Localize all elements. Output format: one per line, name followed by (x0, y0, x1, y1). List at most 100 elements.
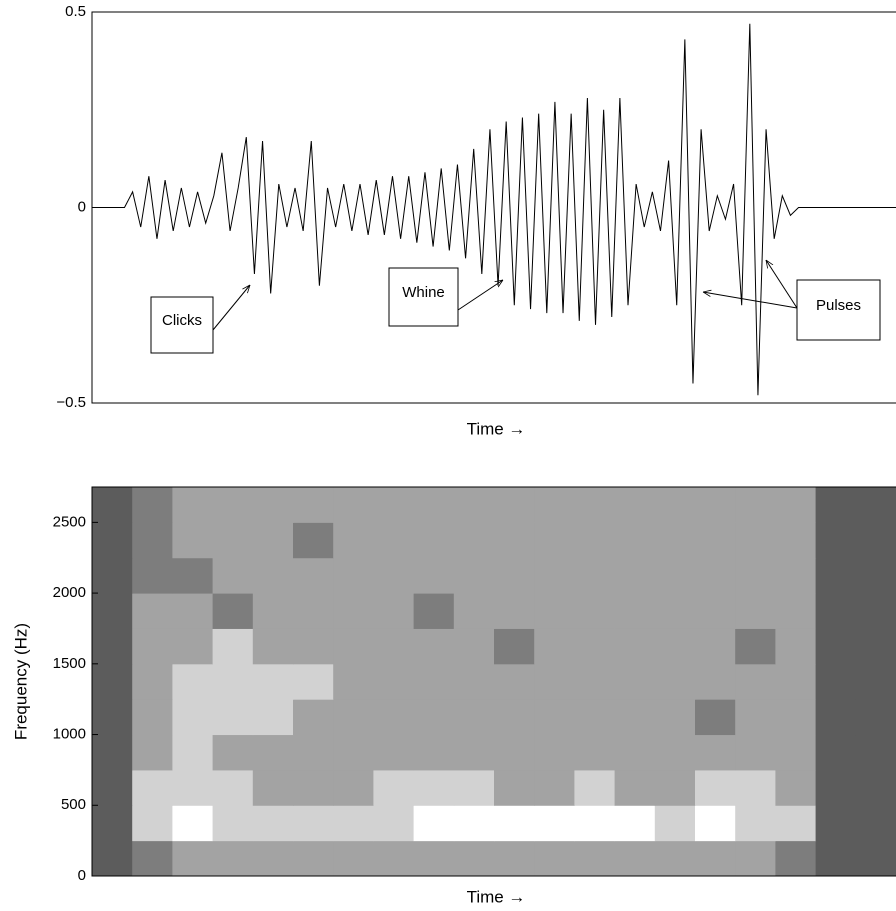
heat-cell (815, 628, 857, 665)
heat-cell (172, 628, 214, 665)
heat-cell (293, 840, 334, 877)
heat-cell (494, 663, 535, 700)
y-tick-label: 1000 (53, 726, 86, 743)
heat-cell (373, 663, 415, 700)
heat-cell (373, 699, 415, 736)
heat-cell (574, 628, 616, 665)
heat-cell (293, 663, 334, 700)
heat-cell (695, 734, 736, 771)
annotation-box (796, 279, 881, 341)
heat-cell (534, 805, 575, 842)
heat-cell (735, 628, 776, 665)
heat-cell (132, 487, 173, 523)
heat-cell (654, 840, 696, 877)
heat-cell (654, 522, 696, 559)
heat-cell (855, 628, 896, 665)
heat-cell (92, 522, 133, 559)
heat-cell (815, 734, 857, 771)
heat-cell (132, 663, 173, 700)
heat-cell (494, 699, 535, 736)
heat-cell (172, 769, 214, 806)
heat-cell (775, 663, 817, 700)
heat-cell (614, 663, 656, 700)
heat-cell (132, 699, 173, 736)
heat-cell (815, 699, 857, 736)
heat-cell (92, 840, 133, 877)
heat-cell (212, 593, 254, 629)
heat-cell (413, 628, 455, 665)
y-axis-label: Frequency (Hz) (11, 623, 30, 740)
arrow (457, 280, 503, 311)
heat-cell (574, 805, 616, 842)
heat-cell (252, 769, 294, 806)
heat-cell (695, 840, 736, 877)
heat-cell (293, 734, 334, 771)
heat-cell (413, 593, 455, 629)
arrow (212, 285, 250, 331)
heat-cell (373, 487, 415, 523)
heat-cell (735, 593, 776, 629)
heat-cell (212, 699, 254, 736)
heat-cell (614, 734, 656, 771)
heat-cell (132, 769, 173, 806)
heat-cell (695, 628, 736, 665)
heat-cell (413, 663, 455, 700)
annotation: Pulses (816, 297, 861, 314)
heat-cell (815, 487, 857, 523)
heat-cell (494, 840, 535, 877)
heat-cell (333, 769, 374, 806)
heat-cell (212, 663, 254, 700)
heat-cell (333, 805, 374, 842)
heat-cell (574, 840, 616, 877)
heat-cell (132, 734, 173, 771)
heat-cell (855, 557, 896, 594)
heat-cell (92, 663, 133, 700)
heat-cell (212, 557, 254, 594)
heat-cell (453, 663, 495, 700)
annotation-box (150, 296, 214, 354)
heat-cell (574, 522, 616, 559)
heat-cell (815, 522, 857, 559)
heat-cell (92, 628, 133, 665)
heat-cell (252, 487, 294, 523)
heat-cell (333, 593, 374, 629)
heat-cell (775, 840, 817, 877)
heat-cell (815, 840, 857, 877)
heat-cell (534, 593, 575, 629)
heat-cell (132, 557, 173, 594)
heat-cell (815, 663, 857, 700)
heat-cell (855, 487, 896, 523)
heat-cell (453, 805, 495, 842)
heat-cell (494, 487, 535, 523)
waveform (92, 23, 896, 396)
heat-cell (534, 522, 575, 559)
heat-cell (775, 487, 817, 523)
y-tick-label: −0.5 (56, 394, 86, 411)
heat-cell (453, 593, 495, 629)
heat-cell (212, 487, 254, 523)
heat-cell (293, 628, 334, 665)
heat-cell (92, 593, 133, 629)
heat-cell (252, 805, 294, 842)
heat-cell (373, 522, 415, 559)
heat-cell (252, 663, 294, 700)
heat-cell (333, 628, 374, 665)
heat-cell (654, 557, 696, 594)
heat-cell (735, 840, 776, 877)
annotation-box (388, 267, 459, 327)
heat-cell (293, 769, 334, 806)
heat-cell (494, 805, 535, 842)
heat-cell (654, 805, 696, 842)
heat-cell (453, 522, 495, 559)
heat-cell (534, 663, 575, 700)
heat-cell (293, 522, 334, 559)
heat-cell (775, 734, 817, 771)
heat-cell (172, 840, 214, 877)
heat-cell (333, 840, 374, 877)
heat-cell (413, 840, 455, 877)
heat-cell (574, 487, 616, 523)
heat-cell (614, 805, 656, 842)
y-tick-label: 0.5 (65, 3, 86, 20)
y-tick-label: 2000 (53, 584, 86, 601)
heat-cell (494, 593, 535, 629)
